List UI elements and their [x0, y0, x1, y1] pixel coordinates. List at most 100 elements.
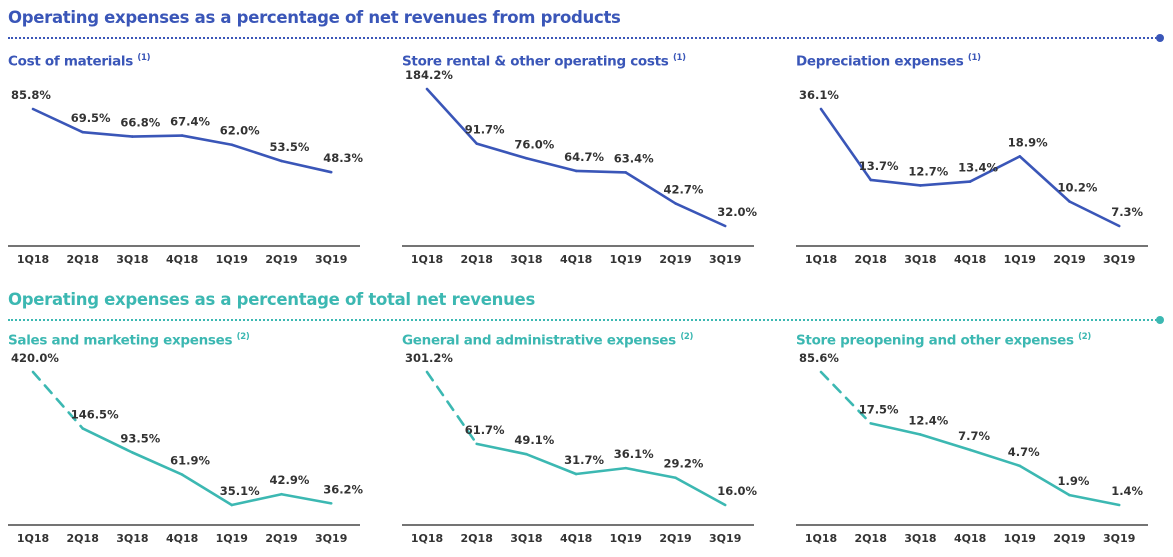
data-label: 32.0%: [717, 205, 757, 219]
line-segment: [869, 422, 922, 436]
line-segment: [819, 107, 872, 182]
chart-title: Store rental & other operating costs (1): [402, 53, 686, 70]
data-label: 16.0%: [717, 484, 757, 498]
line-segment: [968, 448, 1022, 468]
x-tick-label: 1Q19: [216, 253, 248, 266]
data-label: 35.1%: [220, 484, 260, 498]
data-label: 10.2%: [1058, 181, 1098, 195]
data-label: 62.0%: [220, 124, 260, 138]
data-label: 420.0%: [11, 351, 59, 365]
data-label: 61.7%: [465, 423, 505, 437]
data-label: 67.4%: [170, 115, 210, 129]
line-segment: [131, 451, 184, 476]
data-label: 13.7%: [859, 159, 899, 173]
line-segment: [280, 159, 333, 174]
footnote-marker: (1): [672, 53, 686, 63]
footnote-marker: (2): [680, 332, 694, 342]
data-label: 48.3%: [323, 151, 363, 165]
x-tick-label: 3Q18: [904, 253, 936, 266]
data-label: 49.1%: [514, 433, 554, 447]
line-segment: [1018, 464, 1071, 497]
x-tick-label: 2Q19: [265, 253, 297, 266]
line-segment: [919, 433, 972, 452]
x-tick-label: 4Q18: [560, 253, 592, 266]
x-tick-label: 1Q19: [1004, 253, 1036, 266]
line-segment: [475, 142, 528, 160]
x-tick-label: 2Q19: [1053, 253, 1085, 266]
footnote-marker: (2): [236, 332, 250, 342]
line-segment: [425, 87, 478, 145]
chart-panel: Depreciation expenses (1) 36.1% 1Q18 13.7% 2…: [796, 53, 1148, 283]
line-segment: [180, 473, 234, 507]
data-label: 42.7%: [664, 182, 704, 196]
x-tick-label: 1Q19: [216, 532, 248, 545]
data-label: 61.9%: [170, 454, 210, 468]
x-tick-label: 1Q19: [1004, 532, 1036, 545]
x-tick-label: 3Q18: [904, 532, 936, 545]
line-segment: [624, 171, 677, 205]
chart-title-text: Depreciation expenses: [796, 53, 964, 70]
x-tick-label: 3Q19: [709, 253, 741, 266]
line-segment: [1068, 493, 1121, 507]
data-label: 146.5%: [71, 407, 119, 421]
data-label: 63.4%: [614, 151, 654, 165]
x-tick-label: 1Q18: [17, 253, 49, 266]
x-tick-label: 3Q19: [315, 532, 347, 545]
line-chart: 420.0% 1Q18 146.5% 2Q18 93.5% 3Q18 61.9% 4Q18 35…: [8, 351, 364, 545]
x-tick-label: 4Q18: [560, 532, 592, 545]
chart-title-text: Cost of materials: [8, 53, 133, 70]
x-tick-label: 3Q18: [510, 253, 542, 266]
data-label: 36.1%: [614, 447, 654, 461]
x-tick-label: 3Q18: [116, 253, 148, 266]
x-tick-label: 1Q18: [805, 532, 837, 545]
chart-title: Sales and marketing expenses (2): [8, 332, 250, 349]
x-tick-label: 1Q18: [17, 532, 49, 545]
x-tick-label: 2Q19: [659, 532, 691, 545]
footnote-marker: (1): [967, 53, 981, 63]
footnote-marker: (2): [1078, 332, 1091, 342]
line-segment: [525, 156, 578, 173]
line-segment: [31, 107, 84, 134]
data-label: 12.7%: [908, 164, 948, 178]
x-tick-label: 1Q19: [610, 253, 642, 266]
line-segment: [131, 134, 184, 138]
chart-panel: General and administrative expenses (2) 3…: [402, 332, 758, 557]
chart-title-text: General and administrative expenses: [402, 332, 676, 349]
chart-panel: Store preopening and other expenses (2) 8…: [796, 332, 1148, 557]
line-segment: [574, 466, 628, 476]
x-tick-label: 1Q19: [610, 532, 642, 545]
data-label: 18.9%: [1008, 135, 1048, 149]
x-tick-label: 1Q18: [805, 253, 837, 266]
line-segment: [624, 466, 677, 480]
chart-title-text: Store preopening and other expenses: [796, 332, 1074, 349]
chart-panel: Sales and marketing expenses (2) 420.0% 1Q…: [8, 332, 364, 557]
data-label: 184.2%: [405, 68, 453, 82]
x-tick-label: 4Q18: [166, 253, 198, 266]
x-tick-label: 3Q18: [510, 532, 542, 545]
data-label: 36.2%: [323, 482, 363, 496]
x-tick-label: 3Q19: [315, 253, 347, 266]
line-segment: [819, 370, 872, 425]
x-tick-label: 3Q19: [709, 532, 741, 545]
line-segment: [1018, 155, 1071, 203]
divider-dot: [1156, 316, 1164, 324]
x-tick-label: 2Q18: [855, 253, 887, 266]
data-label: 66.8%: [120, 116, 160, 130]
line-chart: 301.2% 1Q18 61.7% 2Q18 49.1% 3Q18 31.7% 4Q18 36.…: [402, 351, 758, 545]
footnote-marker: (1): [137, 53, 151, 63]
data-label: 4.7%: [1008, 445, 1040, 459]
line-segment: [425, 370, 478, 446]
line-segment: [968, 155, 1022, 183]
line-segment: [81, 427, 134, 454]
x-tick-label: 2Q19: [659, 253, 691, 266]
x-tick-label: 3Q19: [1103, 253, 1135, 266]
chart-title: Store preopening and other expenses (2): [796, 332, 1091, 349]
chart-title: Cost of materials (1): [8, 53, 150, 70]
x-tick-label: 4Q18: [954, 532, 986, 545]
data-label: 69.5%: [71, 111, 111, 125]
line-segment: [81, 130, 134, 138]
data-label: 31.7%: [564, 453, 604, 467]
line-segment: [180, 134, 234, 147]
x-tick-label: 2Q18: [67, 532, 99, 545]
chart-title: General and administrative expenses (2): [402, 332, 693, 349]
